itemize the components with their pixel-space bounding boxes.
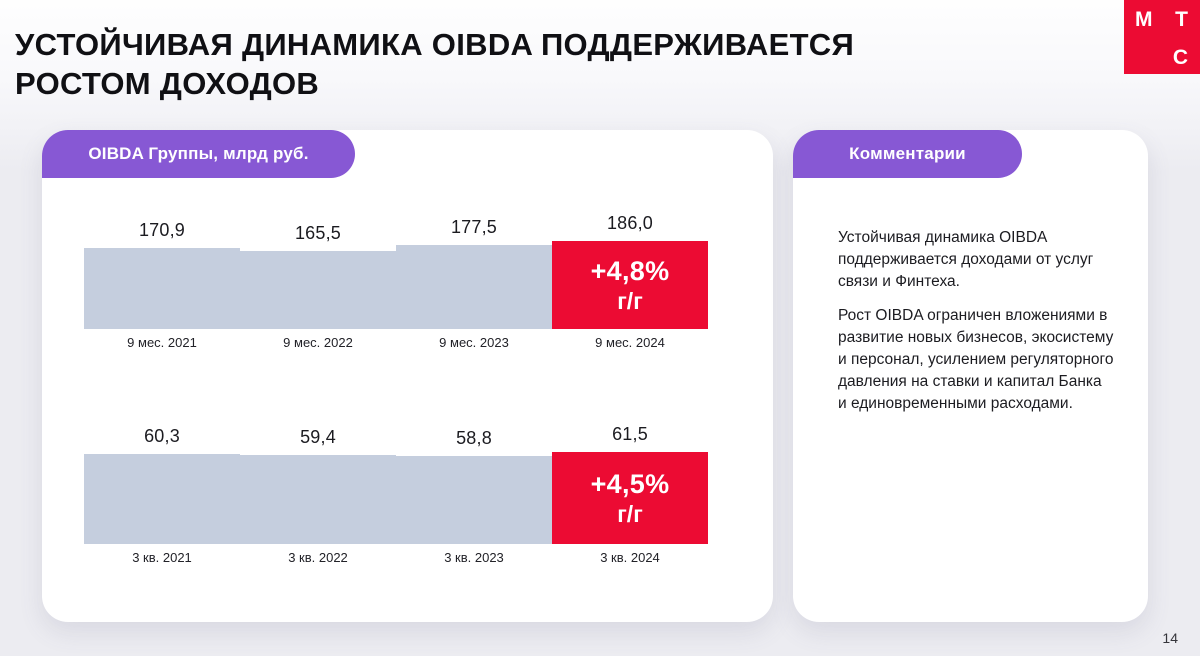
bar-value-label: 177,5 [450, 217, 498, 237]
bar-value-label: 58,8 [456, 428, 492, 448]
bar-cell: 60,3 [84, 426, 240, 544]
bar-cell: 177,5 [396, 217, 552, 329]
bar [84, 248, 240, 329]
bar [396, 245, 552, 329]
highlighted-bar: +4,8% г/г [552, 241, 708, 329]
bars-row: 60,3 59,4 58,8 61,5 +4,5% г/г [84, 424, 708, 544]
page-number: 14 [1162, 630, 1178, 646]
bars-row: 170,9 165,5 177,5 186,0 +4,8% г/г [84, 213, 708, 329]
oibda-chart-card: OIBDA Группы, млрд руб. 170,9 165,5 177,5 1… [42, 130, 773, 622]
page-title-line1: УСТОЙЧИВАЯ ДИНАМИКА OIBDA ПОДДЕРЖИВАЕТСЯ [15, 26, 855, 62]
growth-annotation: г/г [617, 288, 643, 314]
bar-cell: 59,4 [240, 427, 396, 544]
axis-label: 3 кв. 2022 [288, 550, 348, 565]
growth-annotation: +4,8% [590, 256, 670, 286]
logo-letter-c: С [1172, 46, 1188, 69]
growth-annotation: +4,5% [590, 469, 670, 499]
chart-card-badge: OIBDA Группы, млрд руб. [42, 130, 355, 178]
comment-paragraph: Устойчивая динамика OIBDA поддерживается… [838, 229, 1094, 290]
oibda-3q-chart: 60,3 59,4 58,8 61,5 +4,5% г/г 3 кв. 2021 3 кв.… [84, 424, 708, 565]
logo-letter-m: М [1135, 8, 1153, 31]
bar-value-label: 170,9 [138, 220, 186, 241]
mts-logo: М Т С [1124, 0, 1200, 74]
page-title: УСТОЙЧИВАЯ ДИНАМИКА OIBDA ПОДДЕРЖИВАЕТСЯ… [15, 25, 854, 103]
bar-cell: 58,8 [396, 428, 552, 544]
oibda-9m-chart: 170,9 165,5 177,5 186,0 +4,8% г/г 9 мес. 2021… [84, 213, 708, 350]
bar-value-label: 165,5 [294, 222, 342, 243]
comments-card-badge: Комментарии [793, 130, 1022, 178]
highlighted-bar: +4,5% г/г [552, 452, 708, 544]
bar [240, 455, 396, 544]
bar [240, 250, 396, 329]
logo-letter-t: Т [1175, 8, 1188, 31]
bar-cell: 186,0 +4,8% г/г [552, 213, 708, 329]
bar-cell: 170,9 [84, 220, 240, 329]
bar [84, 453, 240, 544]
axis-label: 3 кв. 2021 [132, 550, 192, 565]
bar-cell: 165,5 [240, 223, 396, 329]
axis-row: 9 мес. 2021 9 мес. 2022 9 мес. 2023 9 мес. … [84, 335, 708, 350]
bar-value-label: 59,4 [300, 427, 336, 448]
axis-label: 3 кв. 2024 [600, 550, 660, 565]
axis-label: 9 мес. 2023 [439, 335, 509, 350]
comments-card: Комментарии Устойчивая динамика OIBDA по… [793, 130, 1148, 622]
page-title-line2: РОСТОМ ДОХОДОВ [15, 65, 320, 101]
comment-paragraph: Рост OIBDA ограничен вложениями в развит… [838, 307, 1114, 412]
comments-text: Устойчивая динамика OIBDA поддерживается… [793, 130, 1148, 415]
axis-label: 3 кв. 2023 [444, 550, 504, 565]
bar [396, 456, 552, 544]
bar-cell: 61,5 +4,5% г/г [552, 424, 708, 544]
axis-label: 9 мес. 2022 [283, 335, 353, 350]
axis-label: 9 мес. 2024 [595, 335, 665, 350]
bar-value-label: 61,5 [612, 424, 648, 444]
growth-annotation: г/г [617, 501, 643, 527]
bar-value-label: 60,3 [144, 425, 180, 446]
bar-value-label: 186,0 [606, 213, 654, 233]
axis-label: 9 мес. 2021 [127, 335, 197, 350]
axis-row: 3 кв. 2021 3 кв. 2022 3 кв. 2023 3 кв. 2024 [84, 550, 708, 565]
